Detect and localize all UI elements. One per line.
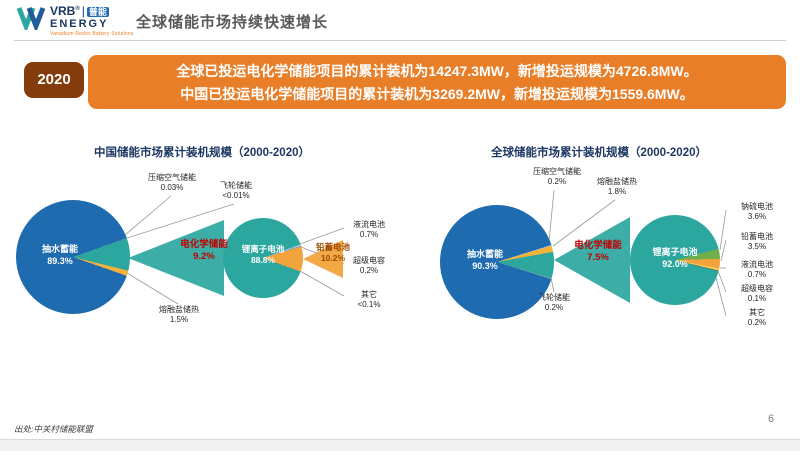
global-pie-chart: 全球储能市场累计装机规模（2000-2020） 抽水蓄能 90.3% 电化学储能… (404, 140, 794, 345)
global-electrochemical-pie (630, 215, 720, 305)
headline-banner: 全球已投运电化学储能项目的累计装机为14247.3MW，新增投运规模为4726.… (88, 55, 786, 109)
vrb-chevrons-icon (16, 7, 46, 30)
logo-energy-text: ENERGY (50, 18, 109, 31)
callout-value: <0.01% (222, 191, 250, 201)
pie-label-value: 90.3% (472, 261, 498, 272)
molten-salt-callout: 熔融盐储热 1.8% (584, 177, 650, 198)
pie-label-value: 89.3% (47, 256, 73, 267)
slide-bottom-edge (0, 439, 800, 451)
lead-battery-callout: 铅蓄电池 10.2% (306, 242, 360, 264)
flywheel-callout: 飞轮储能 <0.01% (206, 181, 266, 202)
source-note: 出处:中关村储能联盟 (14, 424, 93, 434)
vrb-logo: VRB® | 普能 ENERGY Vanadium Redox Battery So… (16, 4, 134, 38)
logo-tagline: Vanadium Redox Battery Solutions (50, 31, 134, 38)
callout-value: 10.2% (320, 253, 346, 264)
lithium-ion-label: 锂离子电池 88.8% (223, 244, 303, 267)
pie-label-value: 88.8% (250, 255, 276, 266)
electrochemical-callout: 电化学储能 7.5% (560, 240, 636, 265)
logo-reg-mark: ® (75, 6, 80, 12)
china-lead-battery-wedge (303, 240, 343, 278)
callout-value: 0.2% (547, 177, 567, 187)
callout-label: 熔融盐储热 (159, 305, 199, 314)
callout-label: 飞轮储能 (538, 293, 570, 302)
global-total-pie (440, 205, 554, 319)
callout-label: 压缩空气储能 (533, 167, 581, 176)
flow-battery-callout: 液流电池 0.7% (344, 220, 394, 241)
callout-label: 液流电池 (353, 220, 385, 229)
lead-battery-callout: 铅蓄电池 3.5% (728, 232, 786, 253)
pie-label-name: 锂离子电池 (241, 244, 285, 254)
pumped-hydro-label: 抽水蓄能 89.3% (22, 243, 98, 267)
callout-value: 0.1% (747, 294, 767, 304)
callout-value: 0.03% (160, 183, 184, 193)
callout-value: 0.2% (747, 318, 767, 328)
callout-label: 熔融盐储热 (597, 177, 637, 186)
callout-value: 3.5% (747, 242, 767, 252)
compressed-air-callout: 压缩空气储能 0.2% (520, 167, 594, 188)
callout-label: 钠硫电池 (741, 202, 773, 211)
callout-label: 其它 (749, 308, 765, 317)
callout-value: 1.5% (169, 315, 189, 325)
china-electrochemical-pie (223, 218, 303, 298)
sodium-sulfur-callout: 钠硫电池 3.6% (728, 202, 786, 223)
pumped-hydro-label: 抽水蓄能 90.3% (440, 248, 530, 272)
flywheel-callout: 飞轮储能 0.2% (522, 293, 586, 314)
logo-separator: | (81, 4, 85, 18)
callout-value: 0.2% (544, 303, 564, 313)
callout-value: 7.5% (587, 252, 609, 264)
callout-value: 0.7% (747, 270, 767, 280)
callout-label: 飞轮储能 (220, 181, 252, 190)
callout-label: 超级电容 (353, 256, 385, 265)
callout-value: 0.7% (359, 230, 379, 240)
callout-label: 铅蓄电池 (315, 242, 350, 252)
callout-label: 电化学储能 (574, 240, 622, 251)
compressed-air-callout: 压缩空气储能 0.03% (136, 173, 208, 194)
page-number: 6 (768, 413, 775, 425)
logo-brand: VRB (50, 4, 76, 18)
supercapacitor-callout: 超级电容 0.1% (728, 284, 786, 305)
logo-row-brand: VRB® | 普能 (50, 4, 134, 18)
callout-label: 铅蓄电池 (741, 232, 773, 241)
china-total-pie (16, 200, 130, 314)
pie-label-value: 92.0% (662, 259, 688, 270)
other-callout: 其它 <0.1% (344, 290, 394, 311)
pie-label-name: 抽水蓄能 (41, 244, 78, 254)
callout-label: 液流电池 (741, 260, 773, 269)
china-chart-title: 中国储能市场累计装机规模（2000-2020） (94, 147, 310, 159)
flow-battery-callout: 液流电池 0.7% (728, 260, 786, 281)
pie-label-name: 锂离子电池 (652, 247, 698, 257)
callout-value: 9.2% (193, 251, 215, 263)
pie-label-name: 抽水蓄能 (466, 249, 503, 259)
callout-label: 电化学储能 (180, 239, 228, 250)
page-title: 全球储能市场持续快速增长 (136, 14, 329, 31)
year-badge: 2020 (24, 62, 84, 98)
electrochemical-callout: 电化学储能 9.2% (168, 239, 240, 264)
lithium-ion-label: 锂离子电池 92.0% (630, 246, 720, 270)
callout-value: 3.6% (747, 212, 767, 222)
callout-value: 1.8% (607, 187, 627, 197)
callout-value: 0.2% (359, 266, 379, 276)
banner-line-2: 中国已投运电化学储能项目的累计装机为3269.2MW，新增投运规模为1559.6… (180, 85, 694, 102)
other-callout: 其它 0.2% (728, 308, 786, 329)
logo-text: VRB® | 普能 ENERGY Vanadium Redox Battery So… (50, 4, 134, 38)
logo-brand-cn: 普能 (86, 7, 109, 17)
china-expansion-wedge (128, 220, 224, 296)
callout-value: <0.1% (357, 300, 381, 310)
callout-label: 其它 (361, 290, 377, 299)
global-chart-title: 全球储能市场累计装机规模（2000-2020） (491, 147, 707, 159)
global-expansion-wedge (554, 217, 630, 303)
header-divider (14, 40, 786, 41)
supercapacitor-callout: 超级电容 0.2% (344, 256, 394, 277)
callout-label: 超级电容 (741, 284, 773, 293)
banner-line-1: 全球已投运电化学储能项目的累计装机为14247.3MW，新增投运规模为4726.… (176, 62, 698, 79)
molten-salt-callout: 熔融盐储热 1.5% (148, 305, 210, 326)
callout-label: 压缩空气储能 (148, 173, 196, 182)
china-pie-chart: 中国储能市场累计装机规模（2000-2020） 抽水蓄能 89.3% 电化学储能… (8, 140, 396, 345)
